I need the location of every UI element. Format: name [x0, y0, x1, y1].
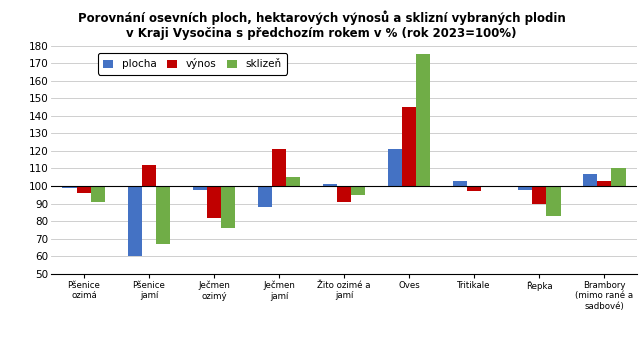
Bar — [286, 177, 300, 186]
Bar — [142, 165, 156, 186]
Legend: plocha, výnos, sklizeň: plocha, výnos, sklizeň — [98, 53, 287, 74]
Bar — [532, 186, 546, 204]
Bar — [337, 186, 351, 202]
Bar — [546, 186, 561, 216]
Bar — [453, 181, 467, 186]
Bar — [323, 184, 337, 186]
Bar — [156, 186, 170, 244]
Bar — [597, 181, 611, 186]
Bar — [583, 174, 597, 186]
Bar — [611, 168, 626, 186]
Bar — [77, 186, 91, 193]
Text: Porovnání osevních ploch, hektarových výnosů a sklizní vybraných plodin
v Kraji : Porovnání osevních ploch, hektarových vý… — [78, 11, 565, 40]
Bar — [258, 186, 272, 207]
Bar — [416, 54, 430, 186]
Bar — [221, 186, 235, 228]
Bar — [467, 186, 481, 191]
Bar — [388, 149, 402, 186]
Bar — [272, 149, 286, 186]
Bar — [351, 186, 365, 195]
Bar — [127, 186, 142, 256]
Bar — [518, 186, 532, 190]
Bar — [192, 186, 207, 190]
Bar — [207, 186, 221, 218]
Bar — [402, 107, 416, 186]
Bar — [62, 186, 77, 188]
Bar — [91, 186, 105, 202]
